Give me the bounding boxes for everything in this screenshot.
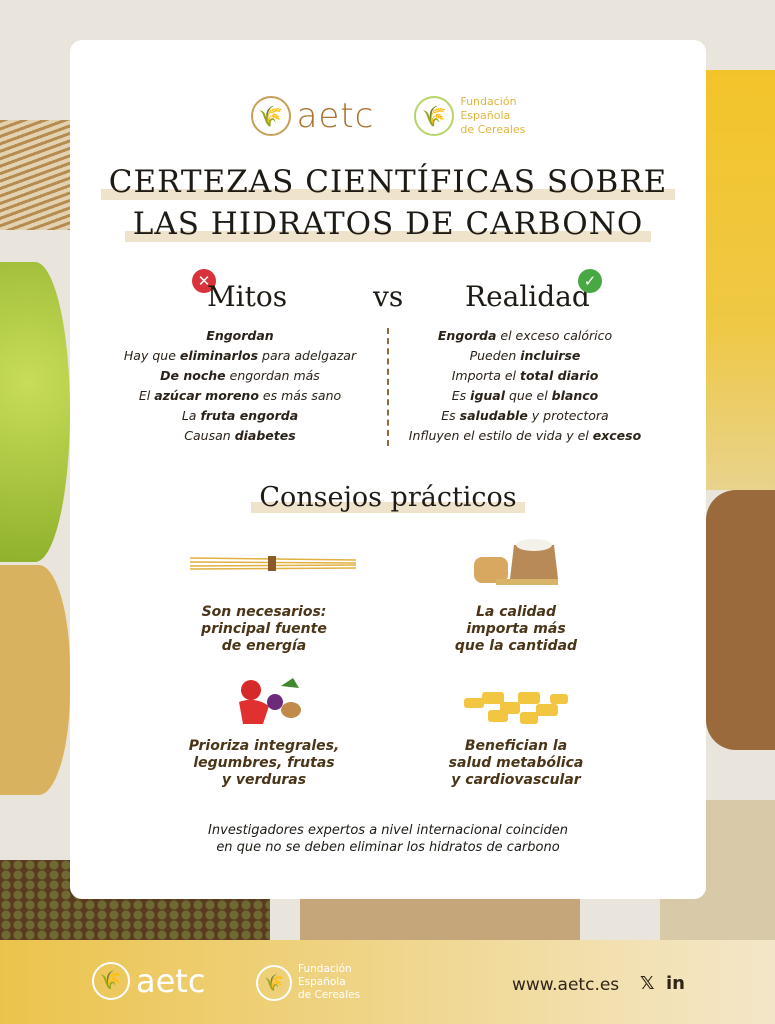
page-title-line-1: CERTEZAS CIENTÍFICAS SOBRE <box>70 164 706 200</box>
realidad-list: Engorda el exceso calórico Pueden incluir… <box>400 326 650 446</box>
page-title-line-2: LAS HIDRATOS DE CARBONO <box>70 206 706 242</box>
realidad-item: Pueden incluirse <box>400 346 650 366</box>
item-text: diabetes <box>234 428 296 443</box>
item-text: exceso <box>592 428 642 443</box>
wheat-ear-icon: 🌾 <box>414 96 455 136</box>
item-text: y protectora <box>527 408 609 423</box>
item-text: Pueden <box>469 348 521 363</box>
mitos-item: Causan diabetes <box>120 426 360 446</box>
tip-energia: Son necesarios: principal fuente de energí… <box>201 604 327 654</box>
item-text: para adelgazar <box>258 348 357 363</box>
mitos-item: El azúcar moreno es más sano <box>120 386 360 406</box>
item-text: Hay que <box>123 348 180 363</box>
item-text: Influyen el estilo de vida y el <box>408 428 593 443</box>
tip-integrales: Prioriza integrales, legumbres, frutas y v… <box>188 738 340 788</box>
item-text: Importa el <box>451 368 520 383</box>
fundacion-logo: 🌾 Fundación Española de Cereales <box>414 95 525 137</box>
background-bread <box>706 490 775 750</box>
realidad-item: Es igual que el blanco <box>400 386 650 406</box>
background-bananas <box>706 70 775 490</box>
mitos-item: De noche engordan más <box>120 366 360 386</box>
x-icon: ✕ <box>192 269 216 293</box>
background-apple <box>0 262 70 562</box>
background-wheat <box>0 120 70 230</box>
item-text: blanco <box>551 388 599 403</box>
mitos-heading: Mitos <box>207 280 288 313</box>
linkedin-icon[interactable]: in <box>666 973 685 994</box>
item-text: Es <box>451 388 471 403</box>
item-text: incluirse <box>520 348 581 363</box>
item-text: total diario <box>519 368 599 383</box>
item-text: el exceso calórico <box>496 328 613 343</box>
item-text: La <box>181 408 201 423</box>
background-bread-bottom <box>300 895 580 940</box>
footer-aetc-logo: 🌾 aetc <box>92 962 205 1000</box>
item-text: De noche <box>160 368 226 383</box>
x-twitter-icon[interactable]: 𝕏 <box>640 973 655 994</box>
wheat-icon: 🌾 <box>92 962 130 1000</box>
mitos-item: Hay que eliminarlos para adelgazar <box>120 346 360 366</box>
mitos-item: Engordan <box>120 326 360 346</box>
item-text: es más sano <box>258 388 342 403</box>
tip-calidad: La calidad importa más que la cantidad <box>454 604 578 654</box>
item-text: Causan <box>184 428 235 443</box>
realidad-item: Influyen el estilo de vida y el exceso <box>400 426 650 446</box>
mitos-list: Engordan Hay que eliminarlos para adelgaz… <box>120 326 360 446</box>
item-text: Engorda <box>437 328 497 343</box>
check-icon: ✓ <box>578 269 602 293</box>
footer: 🌾 aetc 🌾 Fundación Española de Cereales www.… <box>0 940 775 1024</box>
website-link[interactable]: www.aetc.es <box>512 975 620 995</box>
vs-label: vs <box>373 280 404 313</box>
fruits-vegetables-icon <box>239 678 301 724</box>
aetc-logo: 🌾 aetc <box>250 96 375 136</box>
realidad-item: Importa el total diario <box>400 366 650 386</box>
header-logos: 🌾 aetc 🌾 Fundación Española de Cereales <box>70 95 706 137</box>
item-text: El <box>138 388 155 403</box>
tip-salud: Benefician la salud metabólica y cardiovas… <box>448 738 584 788</box>
wheat-ear-icon: 🌾 <box>256 964 292 1001</box>
item-text: engordan más <box>225 368 320 383</box>
item-text: Es <box>441 408 460 423</box>
wheat-icon: 🌾 <box>250 96 291 136</box>
item-text: eliminarlos <box>179 348 259 363</box>
spaghetti-icon <box>190 556 356 571</box>
bread-flour-icon <box>474 539 558 585</box>
background-potato <box>0 565 70 795</box>
mitos-item: La fruta engorda <box>120 406 360 426</box>
footer-fundacion-logo: 🌾 Fundación Española de Cereales <box>256 963 360 1002</box>
item-text: Engordan <box>206 328 274 343</box>
infographic-card: 🌾 aetc 🌾 Fundación Española de Cereales CE… <box>70 40 706 899</box>
realidad-item: Engorda el exceso calórico <box>400 326 650 346</box>
item-text: igual <box>470 388 506 403</box>
item-text: que el <box>505 388 552 403</box>
consejos-heading: Consejos prácticos <box>70 482 706 513</box>
item-text: fruta engorda <box>200 408 299 423</box>
realidad-item: Es saludable y protectora <box>400 406 650 426</box>
item-text: saludable <box>459 408 528 423</box>
vs-divider <box>387 328 389 446</box>
pasta-icon <box>464 692 568 724</box>
item-text: azúcar moreno <box>154 388 259 403</box>
realidad-heading: Realidad <box>465 280 590 313</box>
conclusion-note: Investigadores expertos a nivel internac… <box>208 823 568 855</box>
